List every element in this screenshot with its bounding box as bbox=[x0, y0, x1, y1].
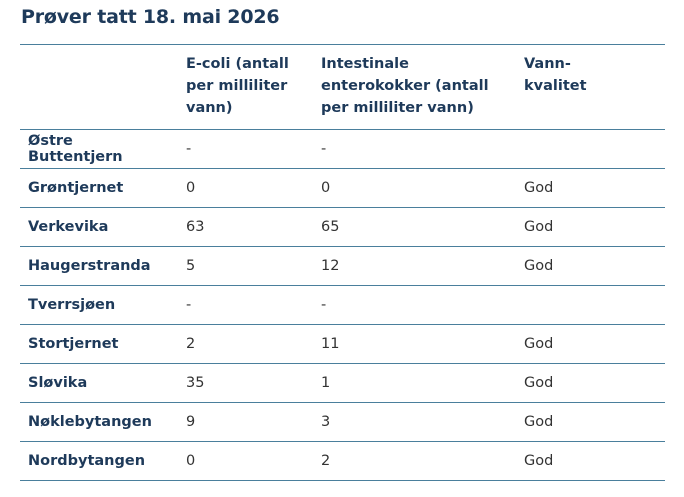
value-cell: - bbox=[313, 285, 516, 325]
value-cell: God bbox=[516, 168, 665, 208]
column-header: Vann-kvalitet bbox=[516, 44, 665, 130]
value-cell: God bbox=[516, 207, 665, 247]
value-cell bbox=[516, 285, 665, 325]
location-cell: Østre Buttentjern bbox=[20, 129, 178, 169]
value-cell: God bbox=[516, 402, 665, 442]
value-cell: 2 bbox=[178, 324, 313, 364]
column-header: E-coli (antall per milliliter vann) bbox=[178, 44, 313, 130]
table-row: Nøklebytangen 9 3 God bbox=[20, 402, 665, 442]
value-cell: 5 bbox=[178, 246, 313, 286]
value-cell: - bbox=[313, 129, 516, 169]
header-row: E-coli (antall per milliliter vann) Intes… bbox=[20, 44, 665, 130]
column-header-text: Vann-kvalitet bbox=[524, 56, 587, 94]
table-row: Grøntjernet 0 0 God bbox=[20, 168, 665, 208]
location-cell: Stortjernet bbox=[20, 324, 178, 364]
location-cell: Verkevika bbox=[20, 207, 178, 247]
table-row: Tverrsjøen - - bbox=[20, 285, 665, 325]
table-row: Sløvika 35 1 God bbox=[20, 363, 665, 403]
location-cell: Sløvika bbox=[20, 363, 178, 403]
column-header-text: Intestinale enterokokker (antall per mil… bbox=[321, 56, 489, 116]
value-cell bbox=[516, 129, 665, 169]
value-cell: 9 bbox=[178, 402, 313, 442]
value-cell: 11 bbox=[313, 324, 516, 364]
value-cell: 2 bbox=[313, 441, 516, 481]
value-cell: 65 bbox=[313, 207, 516, 247]
location-cell: Nøklebytangen bbox=[20, 402, 178, 442]
table-row: Østre Buttentjern - - bbox=[20, 129, 665, 169]
value-cell: - bbox=[178, 285, 313, 325]
table-row: Stortjernet 2 11 God bbox=[20, 324, 665, 364]
value-cell: 12 bbox=[313, 246, 516, 286]
table-row: Verkevika 63 65 God bbox=[20, 207, 665, 247]
table-row: Nordbytangen 0 2 God bbox=[20, 441, 665, 481]
samples-table: E-coli (antall per milliliter vann) Intes… bbox=[20, 44, 665, 481]
value-cell: 3 bbox=[313, 402, 516, 442]
value-cell: 0 bbox=[313, 168, 516, 208]
location-cell: Nordbytangen bbox=[20, 441, 178, 481]
value-cell: God bbox=[516, 246, 665, 286]
value-cell: - bbox=[178, 129, 313, 169]
value-cell: 1 bbox=[313, 363, 516, 403]
value-cell: God bbox=[516, 363, 665, 403]
value-cell: 35 bbox=[178, 363, 313, 403]
location-cell: Tverrsjøen bbox=[20, 285, 178, 325]
value-cell: 0 bbox=[178, 441, 313, 481]
value-cell: 63 bbox=[178, 207, 313, 247]
location-cell: Haugerstranda bbox=[20, 246, 178, 286]
page-title: Prøver tatt 18. mai 2026 bbox=[21, 6, 280, 28]
value-cell: 0 bbox=[178, 168, 313, 208]
column-header: Intestinale enterokokker (antall per mil… bbox=[313, 44, 516, 130]
location-cell: Grøntjernet bbox=[20, 168, 178, 208]
column-header-text: E-coli (antall per milliliter vann) bbox=[186, 56, 289, 116]
table-row: Haugerstranda 5 12 God bbox=[20, 246, 665, 286]
value-cell: God bbox=[516, 324, 665, 364]
table-body: Østre Buttentjern - - Grøntjernet 0 0 God Verke… bbox=[20, 129, 665, 481]
value-cell: God bbox=[516, 441, 665, 481]
column-header bbox=[20, 44, 178, 130]
